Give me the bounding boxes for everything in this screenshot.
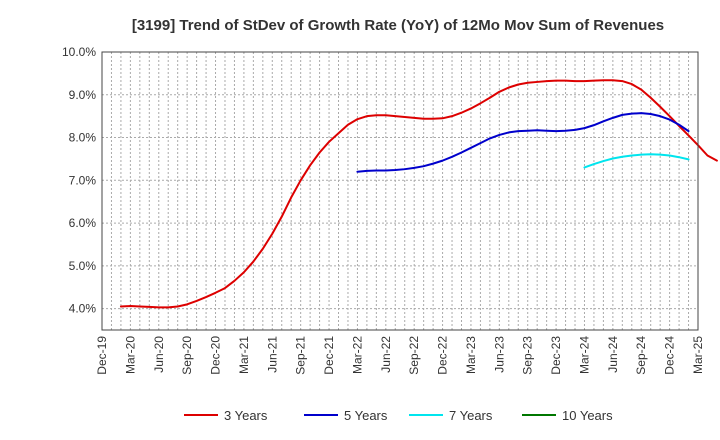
x-tick-label: Jun-21 xyxy=(265,336,279,373)
chart-title: [3199] Trend of StDev of Growth Rate (Yo… xyxy=(132,17,664,34)
x-tick-label: Sep-21 xyxy=(294,336,308,375)
x-tick-label: Sep-22 xyxy=(407,336,421,375)
y-tick-label: 10.0% xyxy=(62,45,96,59)
x-tick-label: Dec-24 xyxy=(663,336,677,375)
x-tick-label: Jun-23 xyxy=(492,336,506,373)
x-tick-label: Jun-22 xyxy=(379,336,393,373)
legend-label: 5 Years xyxy=(344,408,388,423)
x-tick-label: Mar-25 xyxy=(691,336,705,374)
y-tick-label: 4.0% xyxy=(69,302,97,316)
x-axis: Dec-19 Mar-20 Jun-20 Sep-20 Dec-20 Mar-21 Jun-… xyxy=(95,336,705,375)
series-line-3-years xyxy=(119,79,718,309)
grid-lines xyxy=(101,51,699,330)
x-tick-label: Mar-23 xyxy=(464,336,478,374)
x-tick-label: Dec-23 xyxy=(549,336,563,375)
legend-label: 3 Years xyxy=(224,408,268,423)
x-tick-label: Mar-22 xyxy=(350,336,364,374)
series-layer xyxy=(119,79,718,309)
x-tick-label: Dec-20 xyxy=(209,336,223,375)
y-tick-label: 6.0% xyxy=(69,216,97,230)
x-tick-label: Dec-22 xyxy=(436,336,450,375)
legend-label: 7 Years xyxy=(449,408,493,423)
x-tick-label: Mar-24 xyxy=(577,336,591,374)
x-tick-label: Mar-21 xyxy=(237,336,251,374)
legend-label: 10 Years xyxy=(562,408,613,423)
x-tick-label: Sep-23 xyxy=(521,336,535,375)
y-tick-label: 5.0% xyxy=(69,259,97,273)
series-line-5-years xyxy=(356,112,690,173)
x-tick-label: Mar-20 xyxy=(123,336,137,374)
x-tick-label: Sep-20 xyxy=(180,336,194,375)
y-tick-label: 7.0% xyxy=(69,173,97,187)
plot-frame xyxy=(101,51,699,331)
legend: 3 Years 5 Years 7 Years 10 Years xyxy=(184,408,613,423)
y-axis: 4.0% 5.0% 6.0% 7.0% 8.0% 9.0% 10.0% xyxy=(62,45,96,316)
x-tick-label: Dec-19 xyxy=(95,336,109,375)
y-tick-label: 8.0% xyxy=(69,131,97,145)
series-line-7-years xyxy=(583,153,690,169)
x-tick-label: Dec-21 xyxy=(322,336,336,375)
x-tick-label: Sep-24 xyxy=(634,336,648,375)
x-tick-label: Jun-24 xyxy=(606,336,620,373)
x-tick-label: Jun-20 xyxy=(152,336,166,373)
y-tick-label: 9.0% xyxy=(69,88,97,102)
